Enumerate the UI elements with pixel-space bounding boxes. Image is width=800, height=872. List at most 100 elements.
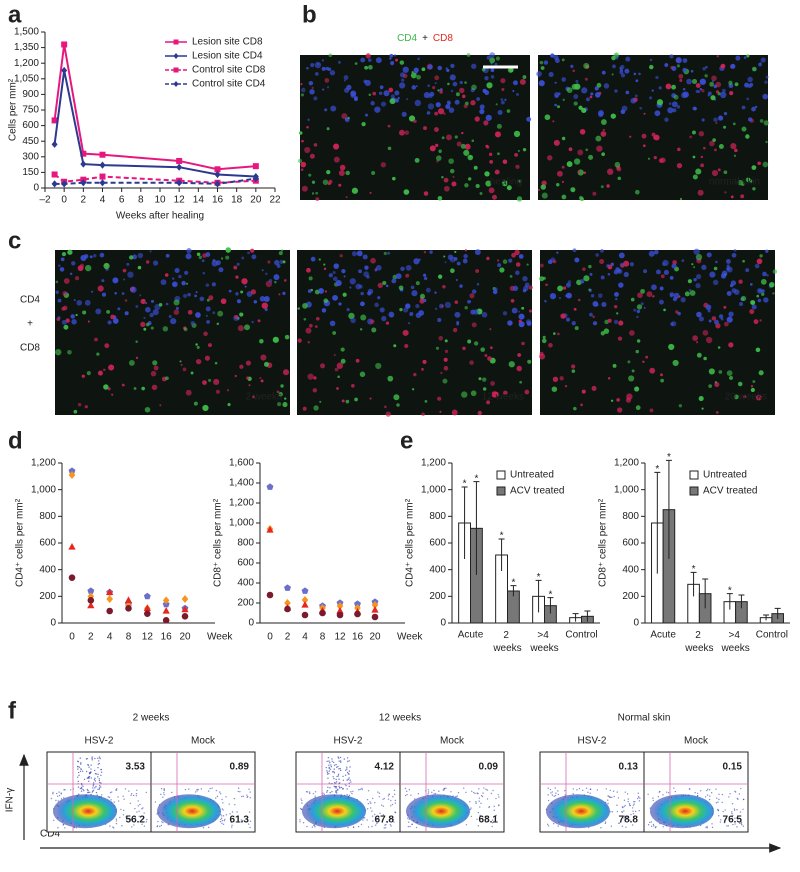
point <box>176 157 183 164</box>
cell <box>707 309 711 313</box>
cell <box>67 349 72 355</box>
cell <box>561 194 567 200</box>
cell <box>703 146 706 150</box>
cell <box>417 57 420 61</box>
event <box>83 789 85 792</box>
cell <box>750 387 755 393</box>
cell <box>636 339 641 343</box>
event <box>97 776 99 778</box>
cell <box>514 249 520 256</box>
cell <box>485 114 492 121</box>
y-tick-label: 1,000 <box>421 484 446 495</box>
event <box>374 802 376 804</box>
event <box>394 799 397 802</box>
event <box>98 760 100 762</box>
cell <box>193 401 198 406</box>
cell <box>212 311 216 315</box>
cell <box>510 298 515 303</box>
event <box>636 797 639 800</box>
event <box>337 788 339 791</box>
cell <box>260 354 267 361</box>
event <box>345 769 347 771</box>
event <box>406 793 408 796</box>
cell <box>669 54 674 59</box>
cell <box>456 322 460 326</box>
x-tick-label: 12 <box>142 632 154 643</box>
cell <box>686 78 692 85</box>
event <box>196 790 198 792</box>
cell <box>583 109 587 113</box>
event <box>731 812 733 815</box>
cell <box>673 292 680 299</box>
cell <box>544 299 547 303</box>
event <box>415 826 418 829</box>
cell <box>344 117 349 121</box>
event <box>112 826 114 828</box>
cell <box>741 105 746 110</box>
y-tick-label: 0 <box>633 618 639 629</box>
cell <box>71 261 76 266</box>
point <box>99 173 106 180</box>
cell <box>489 52 496 59</box>
cell <box>681 259 685 263</box>
event <box>342 788 344 790</box>
event <box>86 777 89 779</box>
cell <box>638 72 641 76</box>
cell <box>63 278 70 284</box>
cell <box>438 149 442 153</box>
cell <box>130 286 137 293</box>
cell <box>283 279 287 282</box>
cell <box>486 82 493 89</box>
cell <box>633 72 637 76</box>
cell <box>672 359 679 367</box>
event <box>438 790 440 792</box>
point <box>87 592 95 601</box>
y-tick-label: 450 <box>22 136 39 147</box>
cell <box>444 349 449 354</box>
cell <box>723 125 727 129</box>
event <box>557 790 559 792</box>
cell <box>561 136 566 141</box>
cell <box>541 192 548 199</box>
cell <box>444 301 452 309</box>
y-tick-label: 300 <box>22 151 39 162</box>
cell <box>497 152 500 156</box>
point <box>99 151 106 158</box>
event <box>629 819 631 821</box>
cell <box>588 264 592 269</box>
event <box>338 760 340 762</box>
cell <box>466 53 471 57</box>
cell <box>515 164 520 169</box>
cell <box>244 285 247 288</box>
cell <box>487 356 492 361</box>
cell <box>307 341 310 344</box>
cell <box>741 126 747 132</box>
event <box>79 770 82 773</box>
cell <box>486 55 491 60</box>
y-tick-label: 800 <box>622 511 639 522</box>
cell <box>324 290 328 293</box>
cell <box>594 86 599 91</box>
cell <box>428 94 433 99</box>
cell <box>342 292 347 297</box>
event <box>60 798 63 800</box>
cell <box>311 86 314 89</box>
cell <box>226 389 230 392</box>
cell <box>84 405 88 409</box>
cell <box>413 119 417 124</box>
cell <box>757 161 761 166</box>
event <box>80 763 82 765</box>
event <box>632 804 635 806</box>
cell <box>435 346 439 350</box>
cell <box>503 390 508 396</box>
cell <box>745 268 750 273</box>
cell <box>571 364 576 369</box>
cell <box>381 315 387 322</box>
cell <box>313 143 318 147</box>
event <box>225 814 228 816</box>
point <box>125 605 132 612</box>
error-bar <box>738 594 745 609</box>
event <box>732 814 734 817</box>
cell <box>306 125 309 129</box>
cell <box>61 252 67 257</box>
